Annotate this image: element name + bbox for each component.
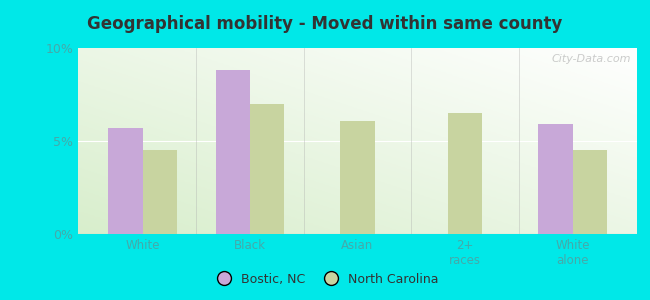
Bar — [108, 128, 142, 234]
Bar — [573, 150, 607, 234]
Legend: Bostic, NC, North Carolina: Bostic, NC, North Carolina — [207, 268, 443, 291]
Bar — [448, 113, 482, 234]
Bar — [538, 124, 573, 234]
Bar — [250, 104, 285, 234]
Bar — [216, 70, 250, 234]
Bar — [341, 121, 374, 234]
Bar — [142, 150, 177, 234]
Text: Geographical mobility - Moved within same county: Geographical mobility - Moved within sam… — [87, 15, 563, 33]
Text: City-Data.com: City-Data.com — [552, 54, 631, 64]
